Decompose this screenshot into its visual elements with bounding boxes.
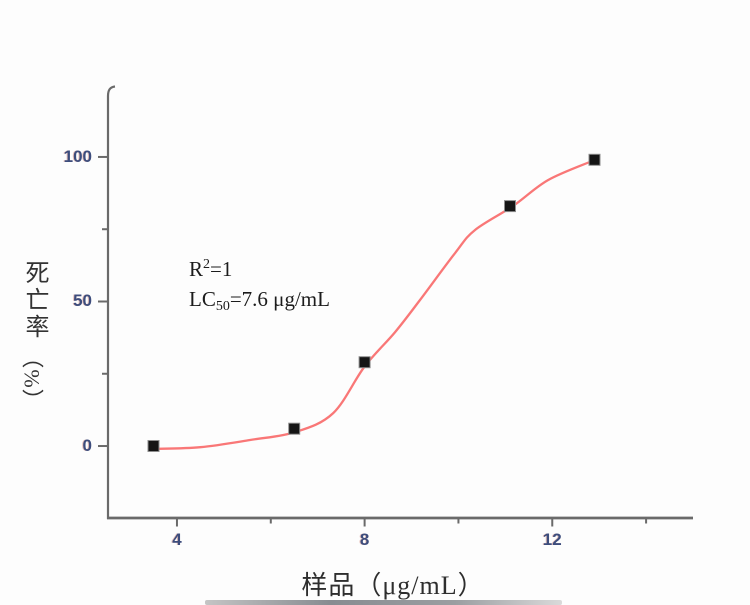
data-point-marker bbox=[147, 440, 160, 452]
r-squared-text: R2=1 bbox=[189, 257, 233, 281]
y-tick-label: 50 bbox=[73, 291, 92, 311]
y-tick-label: 100 bbox=[63, 146, 92, 166]
x-tick-label: 12 bbox=[542, 530, 562, 549]
fit-annotation: R2=1 LC50=7.6 μg/mL bbox=[189, 250, 330, 322]
bottom-edge-artifact bbox=[205, 600, 562, 605]
data-point-marker bbox=[358, 356, 371, 369]
data-point-marker bbox=[588, 153, 601, 166]
y-axis-title: 死亡率 （%） bbox=[15, 260, 53, 412]
y-axis-title-text: 死亡率 bbox=[21, 260, 47, 341]
x-tick-label: 4 bbox=[172, 530, 182, 549]
x-axis-title: 样品（μg/mL） bbox=[301, 571, 485, 600]
data-point-marker bbox=[288, 422, 301, 435]
y-axis-title-unit: （%） bbox=[20, 346, 46, 412]
y-tick-label: 0 bbox=[82, 436, 92, 456]
data-point-marker bbox=[504, 200, 516, 213]
lc50-text: LC50=7.6 μg/mL bbox=[189, 287, 330, 314]
y-axis-line bbox=[106, 85, 116, 519]
x-tick-label: 8 bbox=[359, 530, 370, 549]
